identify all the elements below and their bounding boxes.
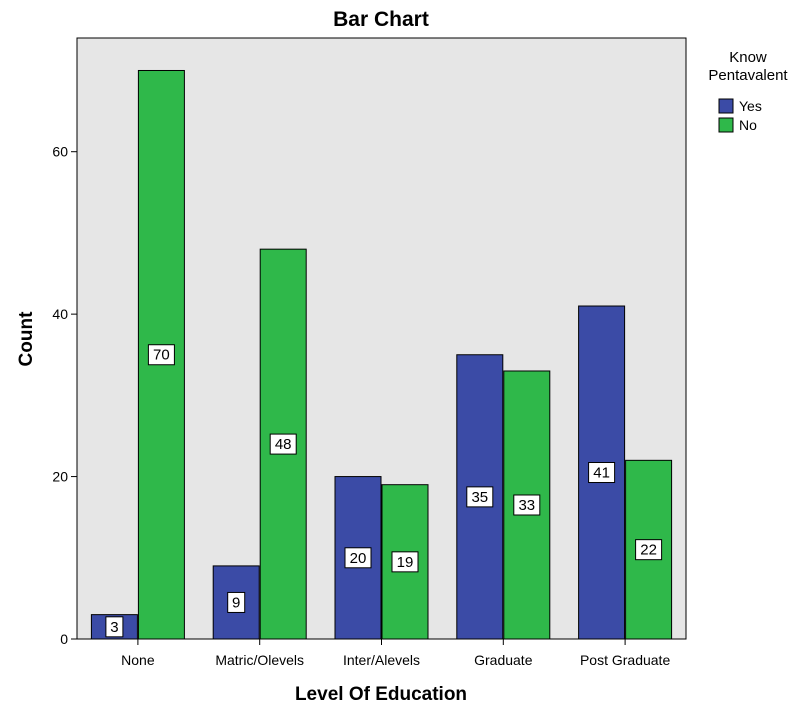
data-label: 20 (350, 550, 367, 567)
chart-title: Bar Chart (333, 8, 429, 31)
legend: Know Pentavalent Yes No (708, 49, 788, 133)
bars: 3 70 9 48 20 19 35 33 41 22 (90, 69, 673, 640)
data-label: 19 (397, 554, 414, 571)
data-label-box (269, 433, 297, 455)
data-label: 35 (471, 489, 488, 506)
data-label-box (105, 616, 124, 638)
data-label-box (227, 591, 246, 613)
legend-label-yes: Yes (739, 98, 762, 114)
x-tick-label: Post Graduate (580, 652, 670, 668)
y-tick-label: 20 (52, 469, 68, 485)
y-axis-title: Count (16, 311, 37, 367)
data-label-box (344, 547, 372, 569)
data-label: 41 (593, 465, 610, 482)
data-label: 3 (110, 619, 118, 636)
legend-swatch-yes (718, 98, 734, 114)
data-label: 9 (232, 594, 240, 611)
y-axis: 0 20 40 60 (52, 144, 77, 647)
data-label-box (147, 344, 175, 366)
x-axis-title: Level Of Education (295, 684, 467, 705)
data-label-box (466, 486, 494, 508)
data-label-box (391, 551, 419, 573)
y-tick-label: 0 (60, 631, 68, 647)
data-label-box (588, 462, 616, 484)
y-tick-label: 60 (52, 144, 68, 160)
data-label-box (635, 539, 663, 561)
data-label: 70 (153, 347, 170, 364)
x-tick-label: Inter/Alevels (343, 652, 420, 668)
data-label: 22 (640, 542, 657, 559)
x-tick-label: None (121, 652, 155, 668)
data-label: 33 (518, 497, 535, 514)
bar-no (259, 248, 307, 640)
y-tick-label: 40 (52, 306, 68, 322)
x-tick-label: Graduate (474, 652, 533, 668)
data-label-box (513, 494, 541, 516)
x-tick-label: Matric/Olevels (215, 652, 304, 668)
legend-title: Know Pentavalent (708, 49, 788, 84)
legend-swatch-no (718, 117, 734, 133)
data-label: 48 (275, 436, 292, 453)
x-axis: None Matric/Olevels Inter/Alevels Graduate P… (121, 639, 670, 668)
legend-label-no: No (739, 117, 757, 133)
